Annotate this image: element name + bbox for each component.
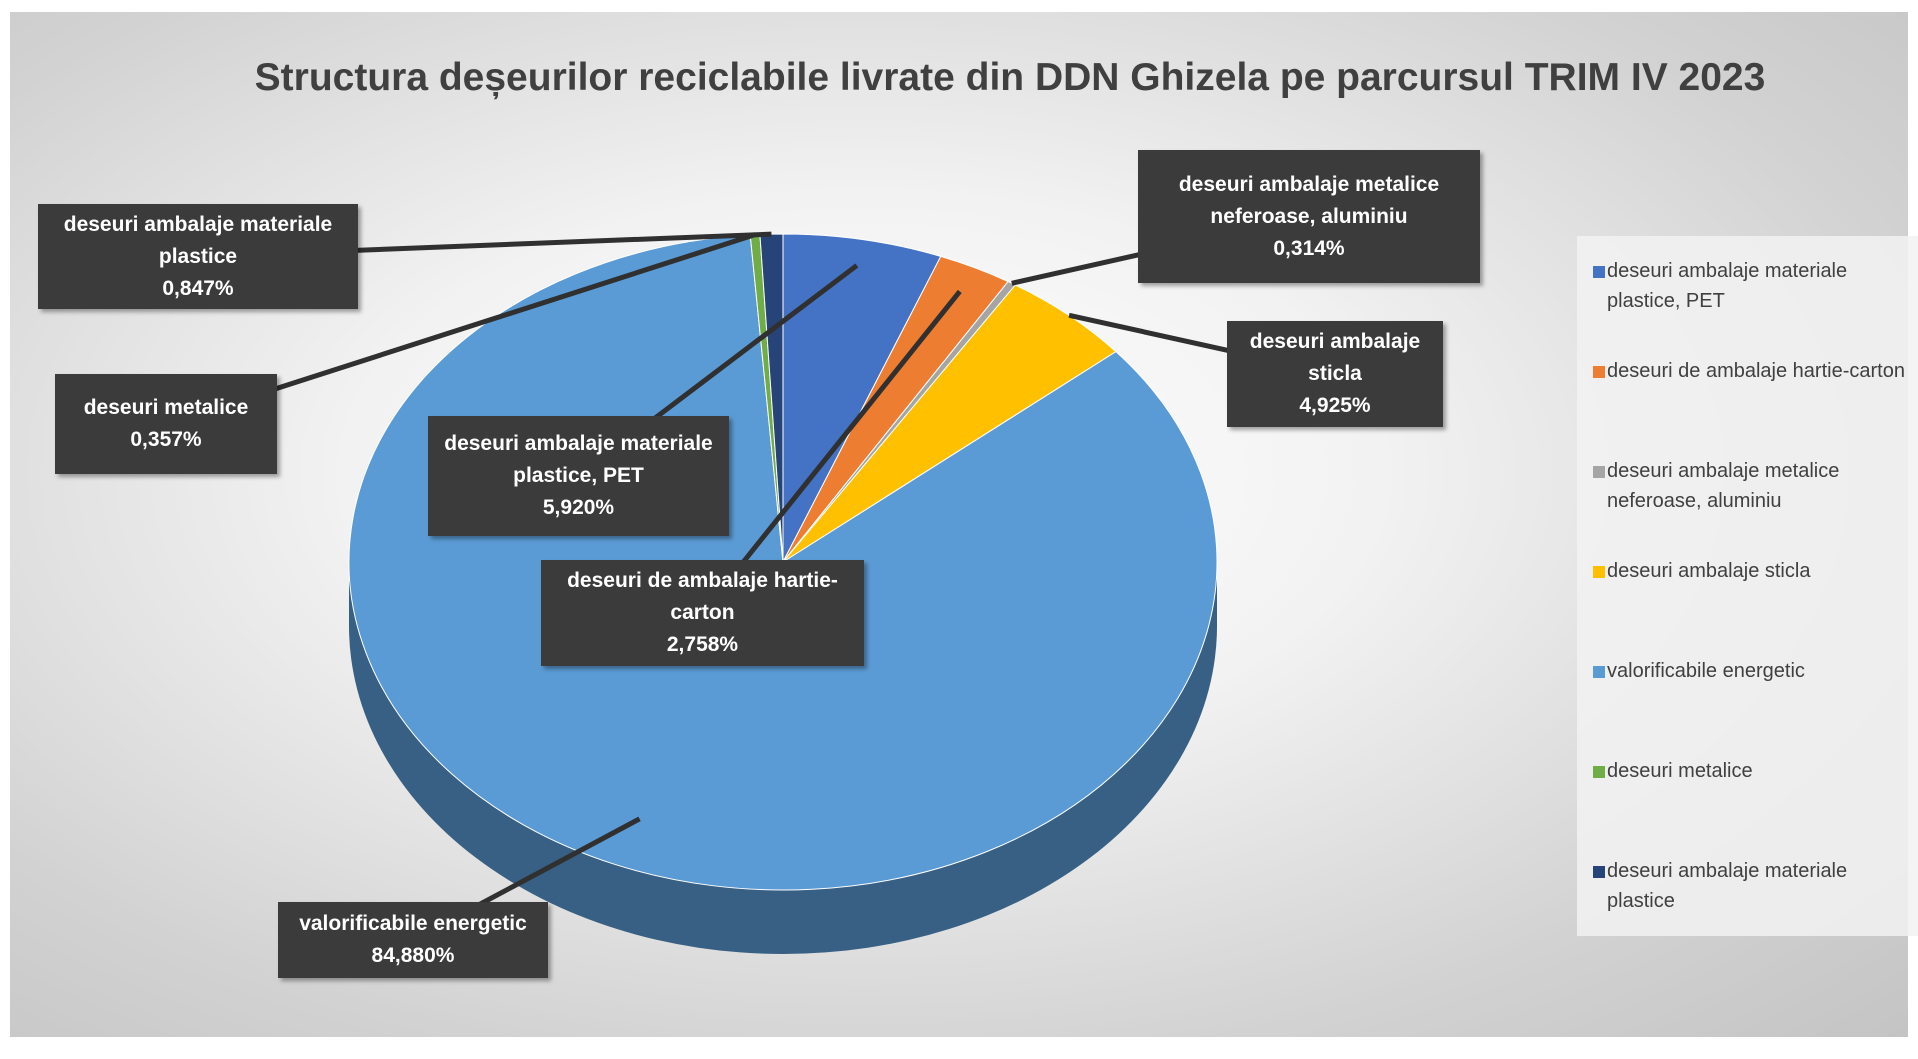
legend-swatch [1593,666,1605,678]
data-label-name: deseuri ambalaje metalice neferoase, alu… [1178,172,1440,228]
legend: deseuri ambalaje materiale plastice, PET… [1577,236,1918,936]
legend-label: deseuri de ambalaje hartie-carton [1607,360,1905,382]
legend-label: deseuri ambalaje materiale plastice [1607,860,1848,912]
data-label-name: deseuri ambalaje sticla [1249,330,1421,385]
legend-label: deseuri ambalaje metalice neferoase, alu… [1607,460,1840,512]
data-label: valorificabile energetic 84,880% [278,902,548,978]
legend-label: valorificabile energetic [1607,660,1805,682]
legend-entry: deseuri ambalaje sticla [1593,556,1907,586]
data-label-value: 5,920% [542,496,615,519]
data-label: deseuri ambalaje sticla 4,925% [1227,321,1443,427]
data-label-name: deseuri ambalaje materiale plastice [63,212,333,268]
data-label: deseuri metalice 0,357% [55,374,277,474]
data-label: deseuri ambalaje materiale plastice, PET… [428,416,729,536]
chart-title: Structura deșeurilor reciclabile livrate… [254,56,1766,99]
legend-swatch [1593,366,1605,378]
legend-entry: deseuri ambalaje materiale plastice, PET [1593,256,1907,316]
legend-entry: deseuri metalice [1593,756,1907,786]
legend-swatch [1593,466,1605,478]
legend-label: deseuri ambalaje sticla [1607,560,1811,582]
data-label-value: 4,925% [1299,394,1371,417]
legend-swatch [1593,866,1605,878]
data-label-name: deseuri metalice [83,396,249,419]
leader-line [700,289,962,615]
data-label-name: deseuri de ambalaje hartie-carton [567,569,838,624]
data-label-name: valorificabile energetic [299,912,527,935]
legend-label: deseuri metalice [1607,760,1753,782]
data-label: deseuri ambalaje metalice neferoase, alu… [1138,150,1480,283]
data-label: deseuri de ambalaje hartie-carton 2,758% [541,560,864,666]
legend-entry: deseuri de ambalaje hartie-carton [1593,356,1907,386]
data-label-value: 2,758% [666,633,739,656]
legend-entry: deseuri ambalaje materiale plastice [1593,856,1907,916]
data-label-value: 0,847% [162,276,234,300]
data-label-name: deseuri ambalaje materiale plastice, PET [444,432,713,487]
legend-swatch [1593,266,1605,278]
data-label-value: 84,880% [371,944,455,967]
slice [782,233,942,563]
data-label-value: 0,357% [130,428,202,451]
legend-swatch [1593,566,1605,578]
legend-entry: valorificabile energetic [1593,656,1907,686]
legend-label: deseuri ambalaje materiale plastice, PET [1607,260,1848,312]
legend-swatch [1593,766,1605,778]
data-label: deseuri ambalaje materiale plastice 0,847… [38,204,358,309]
legend-entry: deseuri ambalaje metalice neferoase, alu… [1593,456,1907,516]
data-label-value: 0,314% [1273,236,1345,260]
